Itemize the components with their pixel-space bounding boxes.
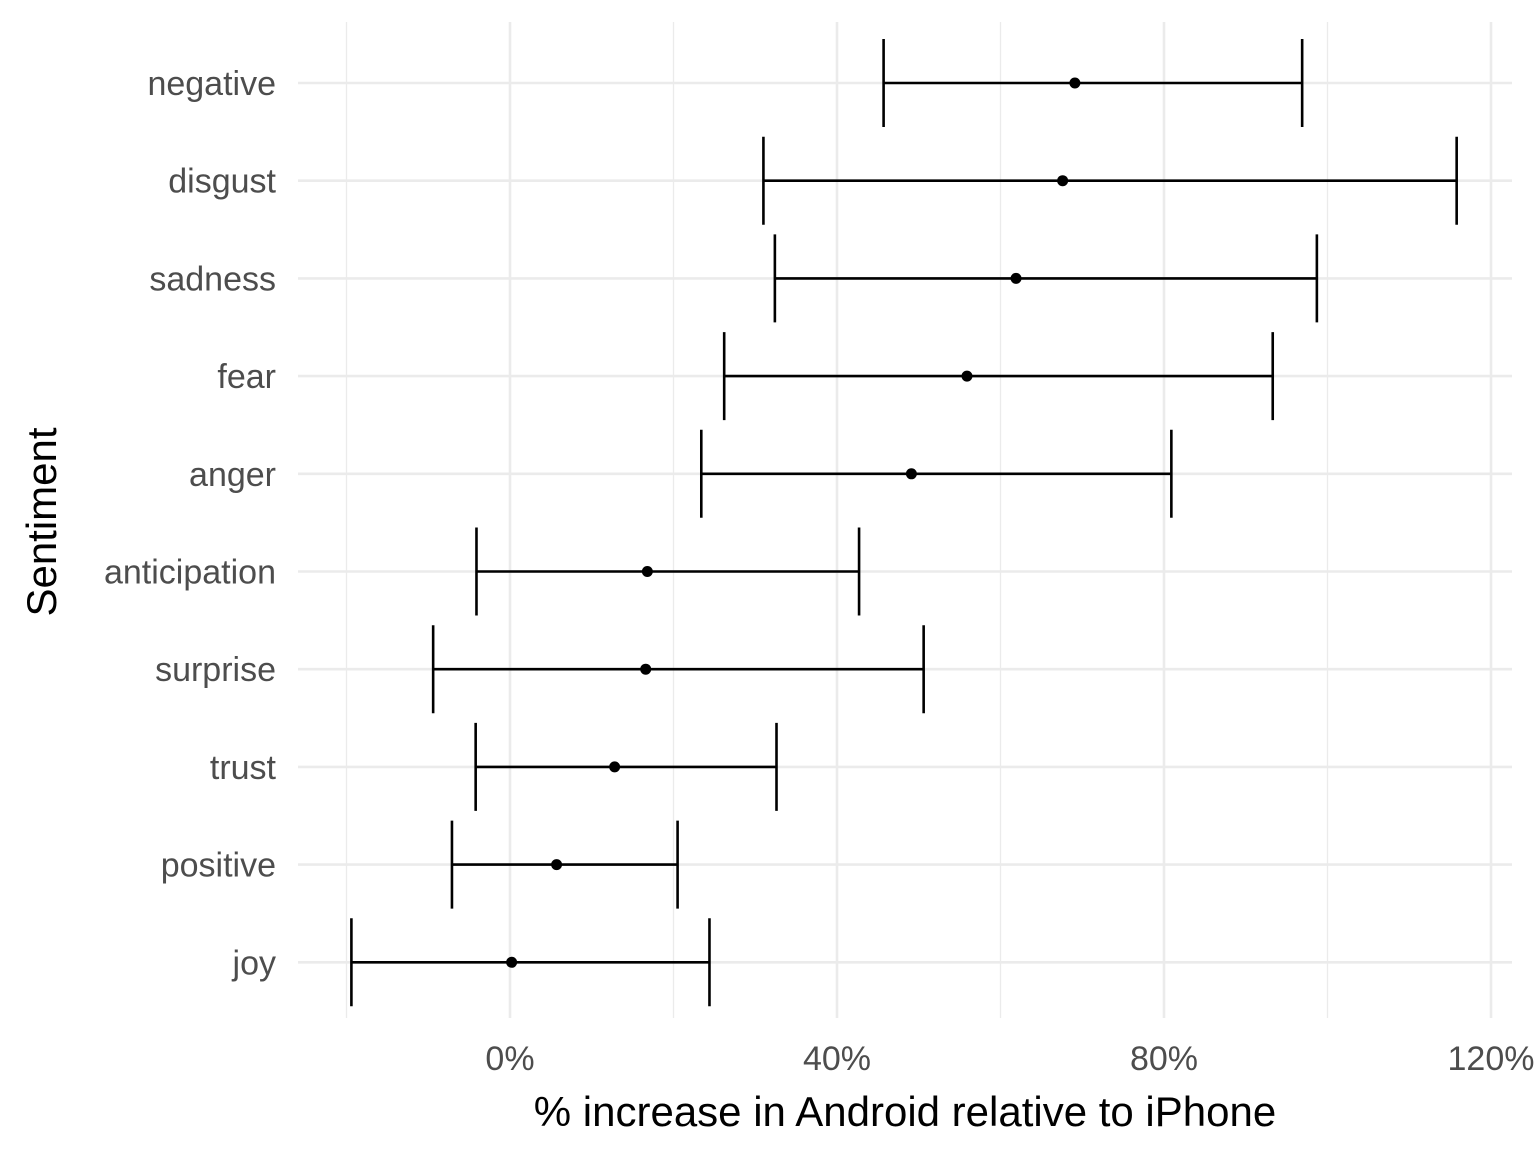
x-tick-label: 40% <box>803 1040 871 1078</box>
estimate-point <box>905 468 917 480</box>
estimate-point <box>1010 272 1022 284</box>
x-axis-title: % increase in Android relative to iPhone <box>534 1088 1276 1135</box>
y-tick-label: surprise <box>155 651 276 689</box>
y-tick-label: fear <box>217 358 276 396</box>
estimate-point <box>551 859 563 871</box>
y-tick-label: joy <box>232 944 276 982</box>
y-tick-label: trust <box>210 749 277 787</box>
error-bars <box>350 39 1458 1007</box>
y-tick-labels: negative disgust sadness fear anger anticipat… <box>104 65 277 982</box>
grid <box>298 22 1512 1018</box>
x-tick-labels: 0% 40% 80% 120% <box>485 1040 1534 1078</box>
y-tick-label: positive <box>161 847 276 885</box>
y-tick-label: anger <box>189 456 276 494</box>
estimate-point <box>609 761 621 773</box>
y-tick-label: negative <box>147 65 276 103</box>
estimate-point <box>1069 77 1081 89</box>
estimate-point <box>641 566 653 577</box>
x-tick-label: 0% <box>485 1040 534 1078</box>
y-tick-label: sadness <box>149 260 276 298</box>
y-tick-label: anticipation <box>104 554 276 592</box>
estimate-point <box>961 370 973 382</box>
y-axis-title: Sentiment <box>18 427 65 616</box>
x-tick-label: 80% <box>1130 1040 1198 1078</box>
x-tick-label: 120% <box>1448 1040 1535 1078</box>
estimate-point <box>1057 175 1069 187</box>
y-tick-label: disgust <box>168 163 276 201</box>
estimate-point <box>640 663 652 675</box>
estimate-point <box>506 956 518 968</box>
